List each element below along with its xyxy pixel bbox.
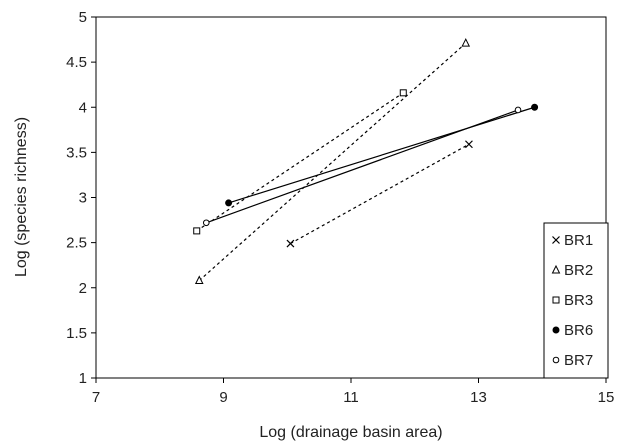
- legend-marker-br7-shape: [552, 356, 560, 364]
- point-br3-0: [193, 227, 201, 235]
- x-tick-label-2: 11: [343, 389, 359, 406]
- legend-label-br7: BR7: [564, 352, 593, 369]
- point-br1-1-stroke-b: [465, 140, 473, 149]
- x-tick-label-1: 9: [219, 389, 227, 406]
- point-br6-0: [225, 199, 233, 207]
- legend-box: [543, 222, 609, 379]
- x-tick-label-4: 15: [598, 389, 615, 406]
- series-line-br2: [198, 42, 467, 281]
- point-br6-1-shape: [531, 103, 539, 111]
- y-tick-label-0: 1: [79, 370, 87, 387]
- legend-marker-br1-stroke-b: [552, 236, 560, 244]
- y-tick-label-7: 4.5: [66, 54, 87, 71]
- y-tick-label-3: 2.5: [66, 235, 87, 252]
- legend-label-br3: BR3: [564, 292, 593, 309]
- y-axis-title: Log (species richness): [13, 117, 30, 277]
- series-lines: [196, 42, 535, 281]
- x-axis: 7 9 11 13 15: [92, 378, 615, 406]
- series-line-br3: [196, 92, 404, 232]
- y-tick-label-8: 5: [79, 9, 87, 26]
- point-br2-1: [461, 38, 471, 47]
- point-br7-0-shape: [202, 219, 210, 227]
- series-line-br6: [228, 106, 535, 204]
- series-line-br1: [290, 143, 470, 245]
- point-br1-0-stroke-b: [286, 239, 295, 248]
- legend-marker-br3-shape: [552, 296, 560, 304]
- series-line-br7: [206, 109, 519, 224]
- point-br1-0: [286, 239, 295, 248]
- point-br3-1-shape: [399, 89, 407, 97]
- legend: BR1 BR2 BR3 BR6 BR7: [543, 222, 609, 379]
- point-br2-0-shape: [194, 275, 204, 285]
- point-br7-1: [514, 106, 522, 114]
- legend-marker-br3: [552, 296, 560, 304]
- legend-marker-br1: [552, 236, 560, 244]
- y-axis: 1 1.5 2 2.5 3 3.5 4 4.5 5: [66, 9, 96, 387]
- point-br2-1-shape: [461, 38, 471, 47]
- legend-label-br2: BR2: [564, 262, 593, 279]
- point-br6-0-shape: [225, 199, 233, 207]
- legend-label-br6: BR6: [564, 322, 593, 339]
- y-tick-label-4: 3: [79, 190, 87, 207]
- point-br1-1: [465, 140, 473, 149]
- y-tick-label-6: 4: [79, 99, 87, 116]
- point-br3-0-shape: [193, 227, 201, 235]
- legend-marker-br2-shape: [551, 264, 561, 274]
- x-tick-label-3: 13: [470, 389, 487, 406]
- point-br3-1: [399, 89, 407, 97]
- x-tick-label-0: 7: [92, 389, 100, 406]
- y-tick-label-5: 3.5: [66, 144, 87, 161]
- legend-marker-br6: [552, 326, 560, 334]
- y-tick-label-1: 1.5: [66, 325, 87, 342]
- legend-marker-br7: [552, 356, 560, 364]
- series-points: [193, 38, 539, 285]
- point-br6-1: [531, 103, 539, 111]
- legend-label-br1: BR1: [564, 232, 593, 249]
- legend-marker-br6-shape: [552, 326, 560, 334]
- point-br7-0: [202, 219, 210, 227]
- x-axis-title: Log (drainage basin area): [259, 424, 442, 441]
- plot-area: [95, 16, 607, 379]
- point-br2-0: [194, 275, 204, 285]
- legend-marker-br2: [551, 264, 561, 274]
- point-br7-1-shape: [514, 106, 522, 114]
- y-tick-label-2: 2: [79, 280, 87, 297]
